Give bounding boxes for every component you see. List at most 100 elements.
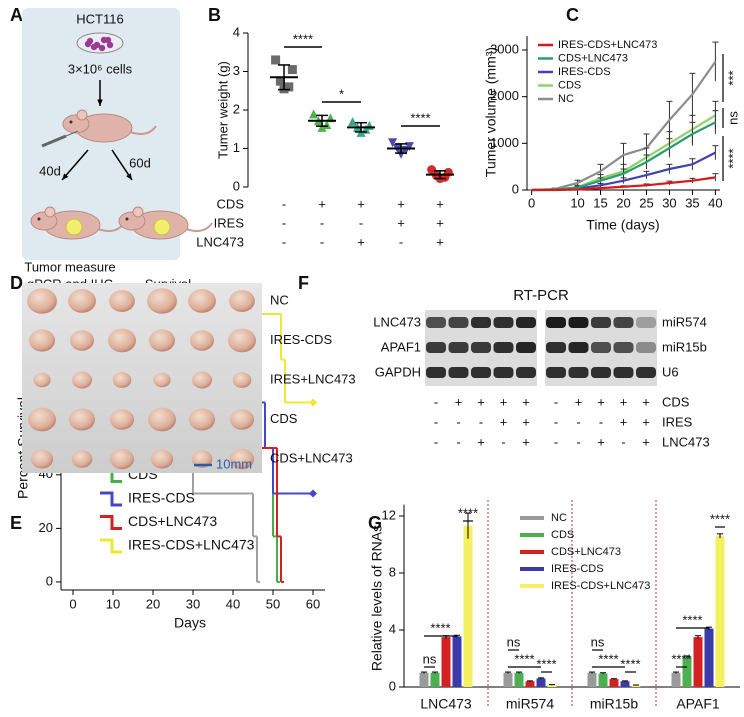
point bbox=[309, 109, 319, 119]
cell-line: HCT116 bbox=[76, 11, 123, 26]
tumor bbox=[109, 409, 135, 430]
significance-label: **** bbox=[458, 505, 478, 520]
day-label: 60d bbox=[129, 155, 151, 170]
condition-sign: + bbox=[620, 414, 628, 429]
tumor bbox=[188, 289, 216, 313]
blot-label: miR15b bbox=[662, 339, 707, 354]
blot-band bbox=[448, 367, 469, 378]
cell bbox=[104, 36, 112, 44]
significance-label: **** bbox=[725, 148, 740, 168]
mouse-ear bbox=[76, 109, 88, 121]
bar bbox=[514, 672, 524, 687]
y-tick-label: 0 bbox=[46, 573, 53, 588]
significance-label: **** bbox=[620, 656, 640, 671]
legend-label: CDS bbox=[551, 529, 574, 541]
x-axis-label: Time (days) bbox=[586, 217, 659, 233]
legend-swatch bbox=[520, 533, 544, 537]
tumor bbox=[28, 407, 56, 432]
bar bbox=[715, 535, 725, 687]
tumor bbox=[229, 290, 255, 312]
x-tick-label: miR574 bbox=[506, 696, 554, 712]
point bbox=[317, 122, 327, 132]
bar bbox=[503, 672, 513, 687]
y-axis-label: Tumer weight (g) bbox=[215, 61, 230, 159]
legend-label: CDS+LNC473 bbox=[128, 513, 217, 529]
x-tick-label: APAF1 bbox=[676, 696, 720, 712]
tumor bbox=[109, 290, 135, 312]
panel-letter: B bbox=[208, 5, 221, 25]
mouse-tail bbox=[185, 222, 213, 232]
blot-band bbox=[516, 367, 536, 378]
x-tick-label: 40 bbox=[708, 195, 722, 210]
legend-swatch bbox=[520, 567, 544, 571]
blot-band bbox=[568, 367, 589, 378]
mouse-eye bbox=[37, 217, 41, 221]
bar bbox=[587, 672, 597, 687]
y-tick-label: 0 bbox=[512, 181, 519, 196]
blot-band bbox=[426, 317, 446, 328]
tumor bbox=[112, 372, 132, 388]
mouse-eye bbox=[69, 120, 73, 124]
syringe bbox=[41, 134, 67, 148]
bar bbox=[419, 672, 429, 687]
x-tick-label: 0 bbox=[528, 195, 535, 210]
tumor bbox=[229, 409, 255, 430]
condition-sign: + bbox=[500, 394, 508, 409]
bar bbox=[704, 628, 714, 687]
x-tick-label: 20 bbox=[146, 596, 160, 611]
condition-sign: - bbox=[554, 434, 558, 449]
censor-marker bbox=[309, 398, 317, 407]
y-tick-label: 8 bbox=[389, 564, 396, 579]
tumor bbox=[30, 449, 54, 469]
condition-sign: + bbox=[477, 434, 485, 449]
panel-letter: G bbox=[368, 513, 382, 533]
series-line bbox=[531, 176, 716, 192]
condition-sign: - bbox=[282, 196, 286, 211]
significance-label: **** bbox=[293, 31, 313, 46]
tumor bbox=[192, 371, 212, 389]
legend-label: NC bbox=[551, 512, 567, 524]
tumor bbox=[147, 288, 177, 314]
mouse-eye bbox=[125, 217, 129, 221]
y-tick-label: 4 bbox=[233, 24, 240, 39]
condition-sign: + bbox=[597, 394, 605, 409]
condition-sign: - bbox=[434, 394, 438, 409]
significance-label: **** bbox=[410, 110, 430, 125]
significance-label: ns bbox=[591, 634, 605, 649]
blot-band bbox=[591, 342, 611, 353]
x-tick-label: 15 bbox=[593, 195, 607, 210]
condition-sign: - bbox=[434, 434, 438, 449]
condition-sign: - bbox=[554, 394, 558, 409]
condition-sign: - bbox=[621, 434, 625, 449]
censor-marker bbox=[309, 489, 317, 498]
y-tick-label: 3000 bbox=[490, 41, 519, 56]
tumor bbox=[110, 448, 134, 470]
tumor bbox=[153, 218, 171, 236]
blot-band bbox=[471, 317, 491, 328]
group-label: IRES+LNC473 bbox=[270, 371, 356, 386]
x-tick-label: 35 bbox=[685, 195, 699, 210]
condition-sign: + bbox=[397, 215, 405, 230]
outcome-label: Tumor measure bbox=[24, 259, 115, 274]
condition-sign: + bbox=[597, 434, 605, 449]
x-tick-label: 10 bbox=[570, 195, 584, 210]
significance-label: **** bbox=[514, 651, 534, 666]
tumor bbox=[68, 408, 96, 431]
panel-letter: F bbox=[298, 273, 309, 293]
y-tick-label: 1 bbox=[233, 140, 240, 155]
legend-label: IRES-CDS bbox=[551, 563, 604, 575]
significance-label: **** bbox=[536, 656, 556, 671]
condition-sign: + bbox=[642, 434, 650, 449]
condition-sign: - bbox=[554, 414, 558, 429]
condition-sign: + bbox=[436, 215, 444, 230]
condition-sign: + bbox=[522, 414, 530, 429]
point bbox=[388, 138, 398, 148]
blot-band bbox=[546, 317, 566, 328]
condition-sign: + bbox=[522, 434, 530, 449]
bar bbox=[598, 673, 608, 687]
legend-label: IRES-CDS bbox=[128, 490, 195, 506]
condition-sign: - bbox=[320, 215, 324, 230]
significance-label: **** bbox=[671, 651, 691, 666]
